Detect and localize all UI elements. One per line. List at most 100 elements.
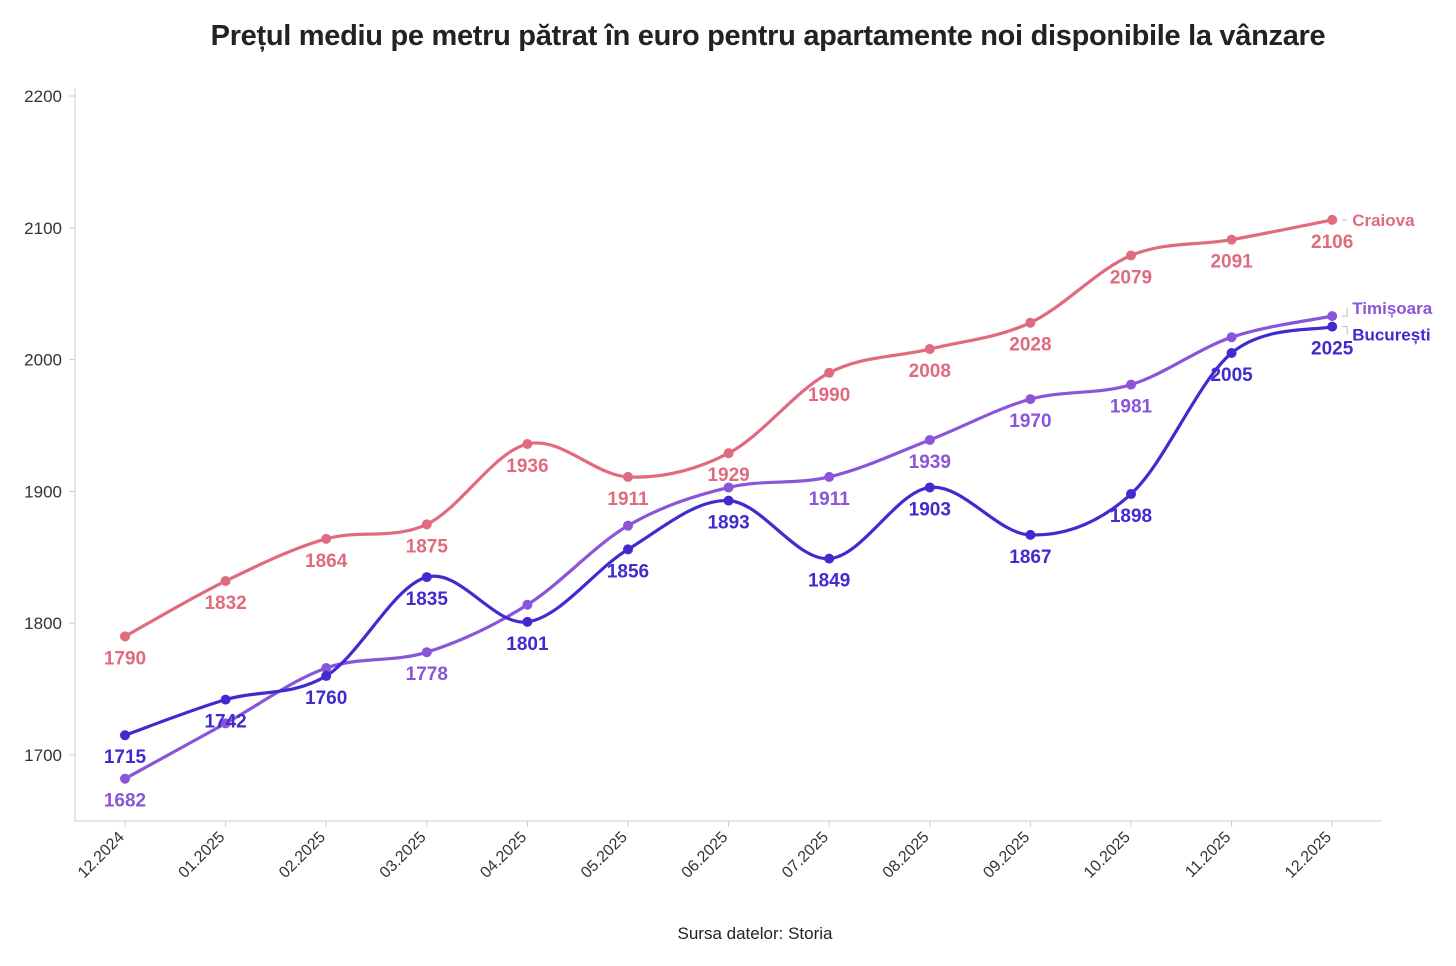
data-point-craiova <box>1126 250 1136 261</box>
data-point-bucuresti <box>522 616 533 627</box>
data-point-bucuresti <box>1126 489 1136 500</box>
data-point-timisoara <box>421 647 432 658</box>
data-label-timisoara: 1970 <box>1009 411 1051 432</box>
data-point-craiova <box>321 533 332 544</box>
data-point-timisoara <box>1025 394 1036 405</box>
data-label-bucuresti: 1898 <box>1110 506 1152 527</box>
data-label-craiova: 2079 <box>1110 267 1152 288</box>
series-names: Craiova Timișoara București <box>1342 211 1433 345</box>
data-label-craiova: 2091 <box>1210 252 1253 273</box>
data-label-bucuresti: 1856 <box>607 561 649 582</box>
series-name-bucuresti: București <box>1352 326 1430 345</box>
x-tick-label: 01.2025 <box>176 829 229 882</box>
data-label-bucuresti: 1849 <box>808 571 850 592</box>
data-point-timisoara <box>1226 332 1237 343</box>
axes: 1700 1800 1900 2000 2100 2200 12.2024 01.2025 02… <box>24 87 1382 882</box>
data-point-timisoara <box>321 663 332 674</box>
data-point-timisoara <box>1126 379 1136 390</box>
data-label-bucuresti: 1903 <box>909 499 951 520</box>
x-tick-label: 04.2025 <box>477 829 530 882</box>
data-point-craiova <box>623 471 633 482</box>
data-label-bucuresti: 2025 <box>1311 339 1354 360</box>
data-label-craiova: 1929 <box>707 465 749 486</box>
y-tick-label: 1900 <box>24 482 62 501</box>
series-points <box>120 214 1338 784</box>
series-line-timisoara <box>123 314 1334 781</box>
data-point-timisoara <box>1327 311 1338 322</box>
data-label-timisoara: 1911 <box>809 489 851 510</box>
data-label-bucuresti: 1760 <box>305 688 347 709</box>
x-tick-label: 02.2025 <box>276 829 329 882</box>
data-label-craiova: 1864 <box>305 551 348 572</box>
y-tick-label: 2000 <box>24 351 62 370</box>
data-label-craiova: 1990 <box>808 385 850 406</box>
data-label-craiova: 1936 <box>506 456 548 477</box>
chart-title: Prețul mediu pe metru pătrat în euro pen… <box>210 20 1326 52</box>
y-tick-label: 2200 <box>24 87 62 106</box>
data-point-bucuresti <box>824 553 835 564</box>
data-label-craiova: 2008 <box>909 361 951 382</box>
data-label-timisoara: 1939 <box>909 452 951 473</box>
x-tick-label: 03.2025 <box>377 829 430 882</box>
data-point-craiova <box>421 519 432 530</box>
x-tick-label: 12.2025 <box>1282 829 1335 882</box>
x-tick-label: 09.2025 <box>980 829 1033 882</box>
data-label-bucuresti: 1742 <box>204 712 246 733</box>
data-point-craiova <box>723 448 734 459</box>
source-note: Sursa datelor: Storia <box>677 924 833 943</box>
x-tick-label: 06.2025 <box>679 829 732 882</box>
data-point-timisoara <box>120 773 130 784</box>
data-label-craiova: 1911 <box>607 489 649 510</box>
data-point-timisoara <box>623 520 633 531</box>
data-point-bucuresti <box>120 730 130 741</box>
series-name-connector <box>1342 326 1348 335</box>
data-point-timisoara <box>220 718 231 729</box>
x-tick-label: 11.2025 <box>1182 829 1234 881</box>
data-point-timisoara <box>723 482 734 493</box>
data-label-craiova: 1832 <box>204 593 246 614</box>
data-label-timisoara: 1981 <box>1110 397 1153 418</box>
data-point-craiova <box>220 576 231 587</box>
series-name-connector <box>1342 308 1348 317</box>
data-point-bucuresti <box>421 572 432 583</box>
data-point-bucuresti <box>623 544 633 555</box>
x-tick-label: 12.2024 <box>75 829 128 882</box>
x-tick-label: 10.2025 <box>1081 829 1134 882</box>
data-point-craiova <box>120 631 130 642</box>
series-name-timisoara: Timișoara <box>1352 299 1433 318</box>
data-label-craiova: 1790 <box>104 648 146 669</box>
data-labels: 1790 1832 1864 1875 1936 1911 1929 1990 2008 2028… <box>104 232 1354 812</box>
data-point-craiova <box>824 367 835 378</box>
x-tick-label: 08.2025 <box>880 829 933 882</box>
x-tick-label: 07.2025 <box>779 829 832 882</box>
data-label-bucuresti: 1835 <box>406 589 449 610</box>
x-tick-label: 05.2025 <box>578 829 631 882</box>
data-point-timisoara <box>824 471 835 482</box>
data-label-craiova: 2106 <box>1311 232 1353 253</box>
data-point-craiova <box>1226 234 1237 245</box>
series-name-craiova: Craiova <box>1352 211 1415 230</box>
data-point-craiova <box>522 438 533 449</box>
data-label-bucuresti: 1715 <box>104 747 147 768</box>
data-label-timisoara: 1682 <box>104 791 146 812</box>
data-label-bucuresti: 1893 <box>707 513 749 534</box>
data-point-craiova <box>924 344 935 355</box>
data-point-bucuresti <box>1327 321 1338 332</box>
data-label-bucuresti: 1867 <box>1009 547 1051 568</box>
data-label-bucuresti: 1801 <box>506 634 549 655</box>
y-tick-label: 2100 <box>24 219 62 238</box>
data-label-timisoara: 1778 <box>406 664 448 685</box>
data-point-craiova <box>1327 214 1338 225</box>
data-point-bucuresti <box>321 670 332 681</box>
data-point-bucuresti <box>723 495 734 506</box>
data-point-bucuresti <box>1226 348 1237 359</box>
data-point-bucuresti <box>924 482 935 493</box>
data-label-craiova: 1875 <box>406 536 449 557</box>
data-point-bucuresti <box>1025 529 1036 540</box>
data-point-timisoara <box>924 434 935 445</box>
y-tick-label: 1800 <box>24 614 62 633</box>
data-label-craiova: 2028 <box>1009 335 1051 356</box>
data-label-bucuresti: 2005 <box>1210 365 1253 386</box>
data-point-timisoara <box>522 599 533 610</box>
